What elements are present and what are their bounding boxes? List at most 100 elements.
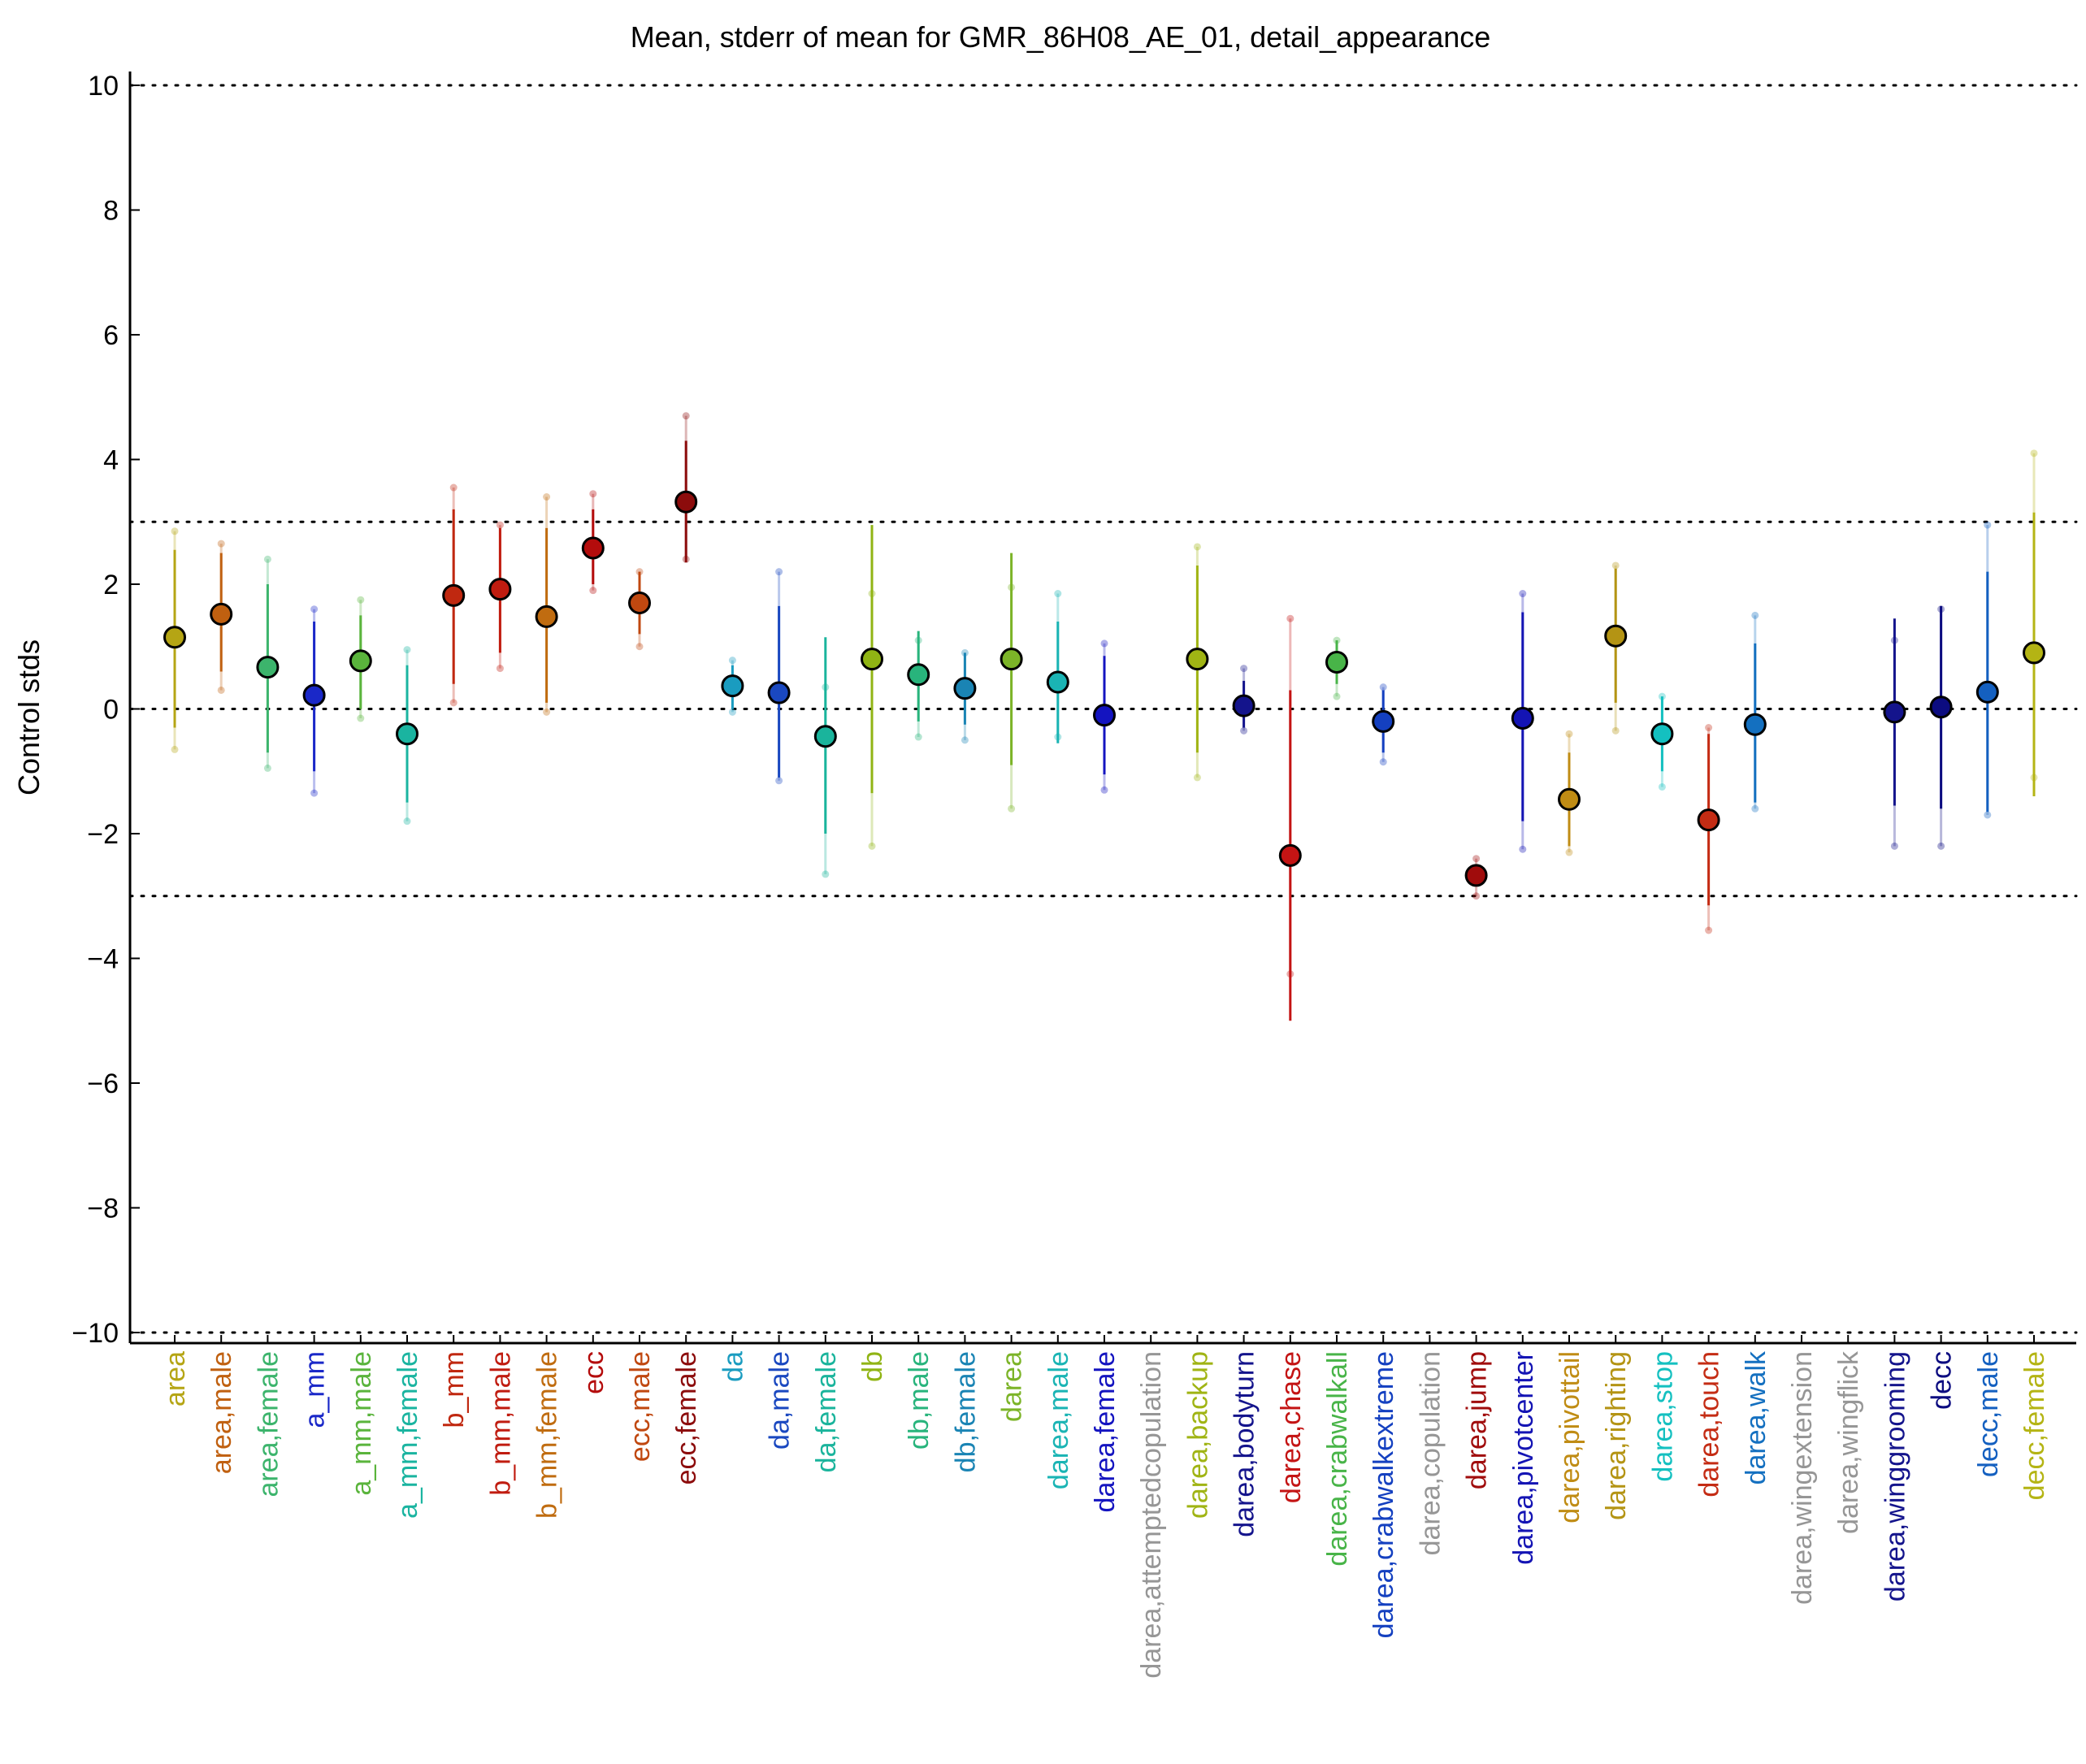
extent-point — [589, 587, 597, 595]
x-tick-label: b_mm — [439, 1351, 470, 1428]
mean-point — [535, 605, 558, 628]
x-tick-label: darea,wingextension — [1787, 1351, 1818, 1605]
extent-point — [728, 657, 736, 665]
x-tick-label: darea,winggrooming — [1880, 1351, 1910, 1601]
x-tick-label: ecc — [579, 1351, 609, 1394]
mean-point — [674, 490, 698, 514]
mean-point — [1046, 670, 1069, 694]
extent-point — [1193, 543, 1201, 551]
extent-point — [310, 605, 319, 613]
category-marks — [210, 540, 233, 694]
x-tick-labels: area area,male area,female a_mm a_mm,male a_m… — [160, 1335, 2050, 1679]
x-tick-label: darea,pivottail — [1555, 1351, 1585, 1523]
x-tick-label: darea,crabwalkextreme — [1368, 1351, 1399, 1638]
mean-point — [1232, 694, 1256, 717]
category-marks — [1232, 665, 1256, 735]
y-tick-label: 2 — [103, 570, 119, 600]
y-tick-label: 6 — [103, 320, 119, 351]
extent-point — [1751, 804, 1759, 813]
x-tick-label: darea — [997, 1351, 1028, 1422]
extent-point — [1054, 590, 1062, 598]
mean-point — [1650, 722, 1674, 746]
x-tick-label: area,male — [206, 1351, 237, 1474]
extent-point — [1890, 842, 1898, 850]
mean-point — [721, 674, 744, 698]
extent-point — [1705, 926, 1713, 934]
mean-point — [581, 536, 605, 560]
x-tick-label: darea,jump — [1462, 1351, 1493, 1489]
category-marks — [907, 631, 930, 741]
category-marks — [767, 568, 791, 785]
extent-point — [961, 736, 969, 744]
extent-point — [217, 686, 225, 694]
x-tick-label: darea,bodyturn — [1229, 1351, 1260, 1537]
extent-point — [543, 493, 551, 501]
category-marks — [1697, 724, 1720, 934]
extent-point — [171, 527, 179, 535]
mean-point — [813, 725, 837, 748]
extent-point — [357, 596, 365, 604]
x-tick-label: darea,chase — [1276, 1351, 1307, 1503]
extent-point — [1333, 692, 1341, 700]
extent-point — [1008, 804, 1016, 813]
extent-point — [263, 764, 271, 772]
extent-point — [682, 412, 690, 420]
extent-point — [496, 665, 504, 673]
x-tick-label: da,female — [811, 1351, 842, 1472]
y-tick-label: −8 — [87, 1194, 119, 1224]
extent-point — [1984, 521, 1992, 529]
extent-point — [1519, 845, 1527, 853]
extent-point — [310, 789, 319, 797]
mean-point — [1464, 864, 1488, 887]
mean-point — [1372, 709, 1395, 733]
extent-point — [1379, 758, 1387, 766]
extent-point — [1379, 683, 1387, 691]
extent-point — [449, 483, 458, 492]
x-tick-label: b_mm,female — [532, 1351, 563, 1519]
mean-point — [1186, 648, 1209, 671]
category-marks — [1558, 730, 1581, 856]
extent-point — [589, 490, 597, 498]
category-marks — [535, 493, 558, 716]
category-marks — [721, 657, 744, 716]
mean-point — [256, 656, 280, 679]
extent-point — [171, 745, 179, 753]
mean-point — [1743, 713, 1767, 736]
category-marks — [1929, 605, 1953, 850]
mean-point — [953, 677, 977, 700]
extent-point — [775, 777, 783, 785]
extent-point — [1937, 842, 1945, 850]
mean-point — [302, 683, 326, 707]
x-tick-label: ecc,male — [625, 1351, 656, 1462]
extent-point — [496, 521, 504, 529]
category-marks — [628, 568, 651, 651]
x-tick-label: decc — [1927, 1351, 1958, 1410]
category-marks — [1464, 855, 1488, 900]
extent-point — [1100, 639, 1108, 648]
category-marks — [953, 648, 977, 744]
x-tick-label: decc,male — [1973, 1351, 2004, 1477]
extent-point — [1193, 774, 1201, 782]
extent-point — [403, 646, 411, 654]
extent-point — [403, 817, 411, 826]
x-tick-label: darea,touch — [1694, 1351, 1725, 1497]
category-marks — [1278, 614, 1302, 1021]
category-marks — [1093, 639, 1116, 794]
y-ticks: −10 −8 −6 −4 −2 0 2 4 6 8 10 — [72, 71, 140, 1349]
x-tick-label: darea,male — [1043, 1351, 1074, 1489]
category-marks — [674, 412, 698, 563]
extent-point — [868, 842, 876, 850]
category-marks — [1975, 521, 1999, 819]
mean-point — [442, 583, 466, 607]
extent-point — [1611, 726, 1620, 735]
x-tick-label: area,female — [253, 1351, 284, 1497]
extent-point — [775, 568, 783, 576]
extent-point — [357, 714, 365, 722]
mean-point — [1511, 707, 1534, 730]
x-tick-label: a_mm — [300, 1351, 331, 1428]
y-tick-label: 4 — [103, 445, 119, 476]
extent-point — [1658, 782, 1666, 791]
extent-point — [1472, 855, 1481, 863]
category-marks — [813, 637, 837, 878]
